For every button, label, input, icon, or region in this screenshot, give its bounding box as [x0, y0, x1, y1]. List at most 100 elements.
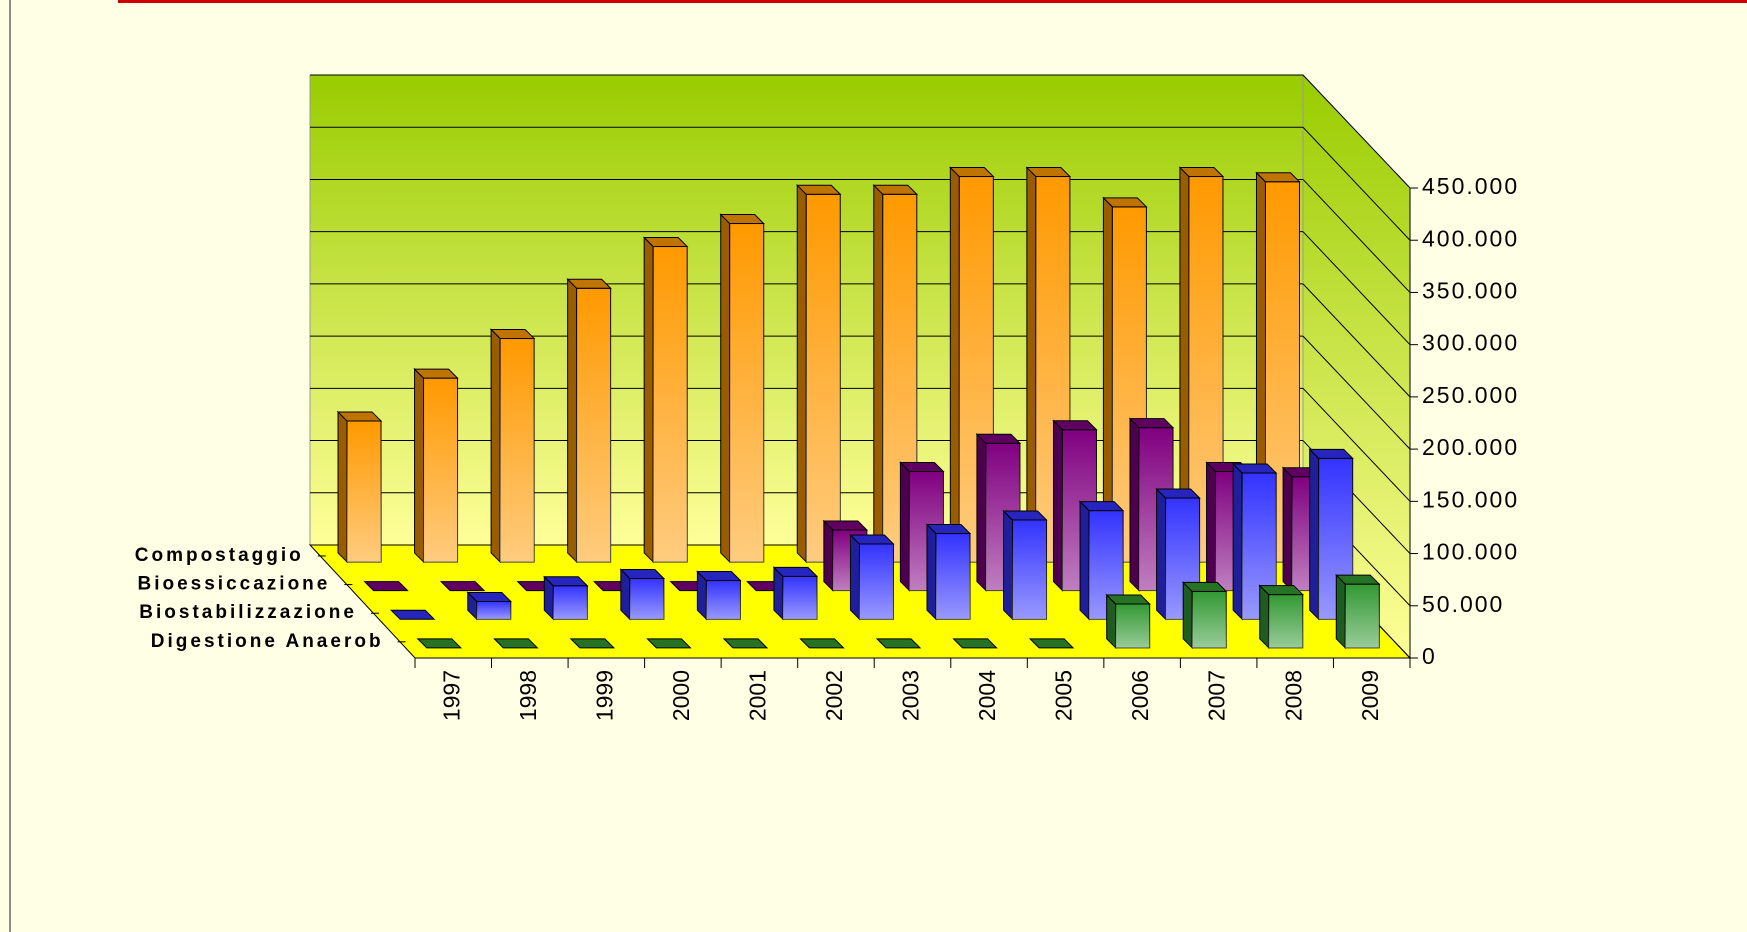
bar-side	[1182, 581, 1193, 650]
x-tick-label: 1997	[438, 670, 464, 721]
bar-top	[1155, 488, 1201, 499]
bar-side	[1206, 461, 1217, 592]
x-tick-label: 1999	[591, 670, 617, 721]
bar-side	[873, 184, 884, 564]
bar-top	[796, 184, 842, 195]
series-label: Compostaggio	[135, 545, 304, 566]
bar-side	[1282, 466, 1293, 592]
bar-shade	[706, 580, 741, 620]
bar-top	[1128, 418, 1175, 429]
bar-top	[416, 638, 463, 649]
y-tick-label: 150.000	[1422, 486, 1519, 512]
bar-top	[1078, 501, 1125, 512]
bar-side	[1156, 487, 1167, 621]
bar-shade	[806, 194, 841, 562]
bar-side	[337, 410, 348, 564]
bar-top	[949, 167, 995, 178]
bar-side	[1129, 417, 1140, 592]
bar-shade	[576, 288, 611, 562]
bar-top	[849, 534, 895, 545]
bar-shade	[423, 378, 458, 562]
bar-top	[493, 638, 539, 649]
series-label: Digestione Anaerob	[151, 631, 384, 652]
bar-top	[822, 520, 869, 531]
bar-side	[899, 461, 910, 592]
bar-side	[976, 433, 987, 592]
bar-top	[799, 638, 845, 649]
bar-top	[1052, 420, 1098, 431]
bar-side	[1232, 462, 1243, 621]
bar-top	[952, 638, 998, 649]
bar-top	[569, 638, 616, 649]
top-rule	[118, 0, 1747, 3]
grid-line	[1302, 126, 1411, 241]
bar-top	[390, 609, 436, 620]
bar-shade	[1192, 591, 1227, 648]
x-tick-label: 2006	[1127, 670, 1153, 721]
grid-line	[1302, 335, 1411, 450]
x-tick-label: 2009	[1357, 670, 1383, 721]
bar-top	[466, 591, 512, 602]
bar-top	[772, 566, 819, 577]
bar-top	[1181, 581, 1228, 592]
x-tick-label: 1998	[515, 670, 541, 721]
bar-side	[490, 328, 501, 564]
x-tick-label: 2008	[1280, 670, 1306, 721]
series-label: Biostabilizzazione	[139, 602, 357, 623]
bar-top	[696, 571, 742, 582]
bar-side	[643, 236, 654, 564]
bar-top	[1255, 172, 1301, 183]
bar-top	[566, 278, 612, 289]
x-tick-label: 2003	[898, 670, 924, 721]
bar-shade	[476, 601, 511, 620]
bar-shade	[729, 223, 764, 562]
bar-top	[1028, 638, 1075, 649]
y-tick-label: 0	[1422, 643, 1437, 669]
y-tick-label: 300.000	[1422, 330, 1519, 356]
bar-side	[796, 184, 807, 564]
grid-line	[1302, 179, 1411, 293]
bar-top	[336, 411, 383, 422]
bar-shade	[782, 576, 817, 620]
bar-top	[925, 524, 972, 535]
y-tick-label: 350.000	[1422, 278, 1519, 304]
grid-line	[1302, 387, 1411, 502]
labels: 0 50.000 100.000 150.000 200.000 250.000 300.0…	[135, 173, 1519, 721]
bar-side	[1309, 448, 1320, 621]
x-tick-label: 2007	[1204, 670, 1230, 721]
bar-side	[926, 523, 937, 621]
bar-side	[1335, 573, 1346, 650]
y-tick-label: 450.000	[1422, 173, 1519, 199]
bar-top	[413, 368, 459, 379]
bar-top	[875, 638, 922, 649]
bar-side	[1026, 166, 1037, 564]
bar-top	[722, 638, 769, 649]
bar-top	[899, 462, 945, 473]
bar-shade	[1268, 594, 1303, 648]
x-tick-label: 2000	[668, 670, 694, 721]
y-tick-label: 100.000	[1422, 539, 1519, 565]
grid-line	[1302, 74, 1411, 189]
bar-top	[1025, 167, 1072, 178]
bar-side	[720, 213, 731, 564]
bar-top	[1308, 448, 1354, 459]
bar-side	[567, 278, 578, 564]
bar-shade	[1345, 584, 1380, 648]
y-tick-label: 400.000	[1422, 225, 1519, 251]
grid-line	[1302, 231, 1411, 346]
bar-shade	[553, 585, 588, 620]
x-tick-label: 2001	[745, 670, 771, 721]
bar-top	[642, 237, 689, 248]
x-tick-label: 2004	[974, 670, 1000, 721]
bar-top	[1178, 167, 1225, 178]
bar-shade	[653, 246, 688, 562]
bar-top	[1231, 463, 1278, 474]
bar-top	[872, 184, 918, 195]
bars	[336, 166, 1381, 650]
bar-shade	[1012, 519, 1047, 620]
bar-top	[646, 638, 692, 649]
bar-top	[975, 433, 1022, 444]
bar-shade	[859, 544, 894, 620]
bar-top	[1105, 594, 1151, 605]
